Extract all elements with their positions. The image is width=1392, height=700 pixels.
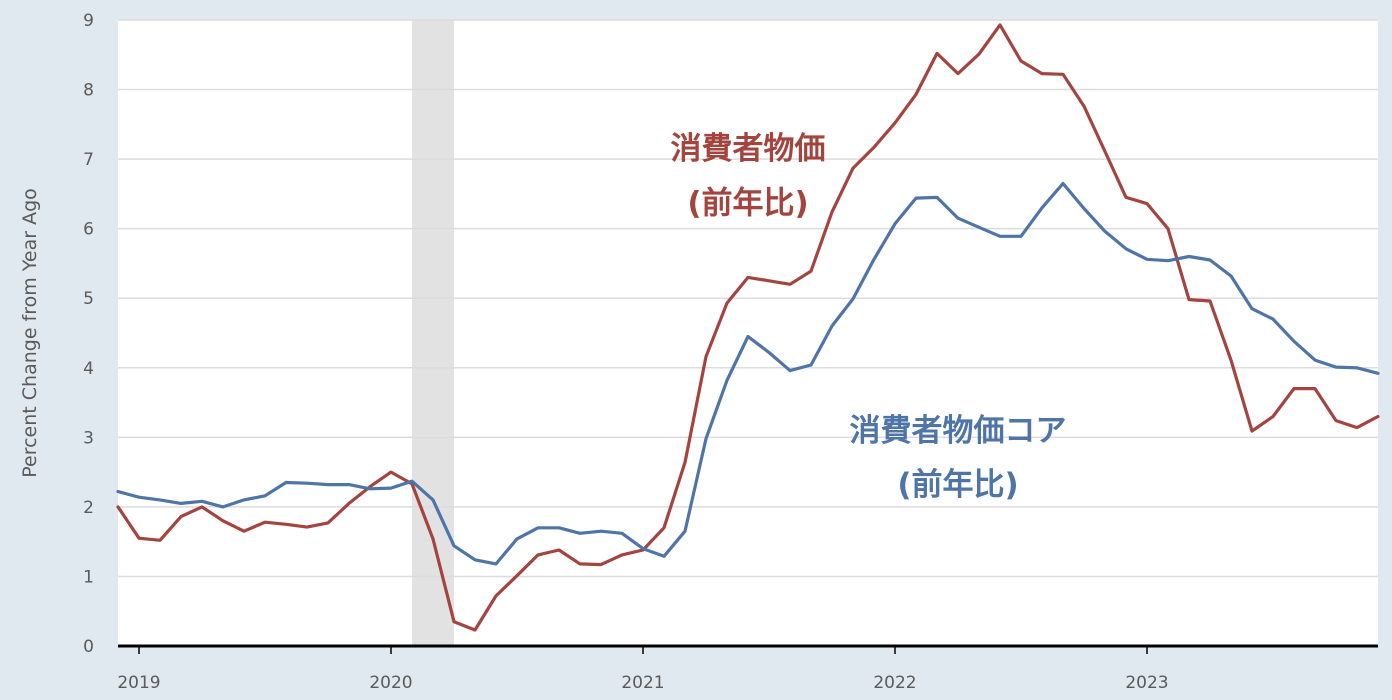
recession-shade-0 [412, 20, 454, 646]
x-tick-label-2019: 2019 [117, 673, 160, 693]
gridlines [118, 19, 1378, 578]
y-tick-label-0: 0 [83, 637, 94, 657]
y-tick-label-2: 2 [83, 498, 94, 518]
x-tick-label-2021: 2021 [621, 673, 664, 693]
y-tick-label-4: 4 [83, 359, 94, 379]
series-label-1-line-1: (前年比) [897, 467, 1018, 503]
y-tick-label-6: 6 [83, 220, 94, 240]
series-labels: 消費者物価 (前年比) 消費者物価コア (前年比) [671, 131, 1067, 503]
plot-background [118, 20, 1378, 646]
x-tick-label-2020: 2020 [369, 673, 412, 693]
series-layer [116, 23, 1380, 632]
y-tick-label-8: 8 [83, 81, 94, 101]
x-ticks: 2019 2020 2021 2022 2023 [117, 646, 1169, 693]
y-axis-title: Percent Change from Year Ago [19, 188, 41, 478]
series-line-1 [116, 181, 1380, 566]
y-tick-label-5: 5 [83, 289, 94, 309]
series-label-0-line-1: (前年比) [687, 185, 808, 221]
series-label-0-line-0: 消費者物価 [671, 131, 826, 167]
x-tick-label-2022: 2022 [873, 673, 916, 693]
recession-shading-layer [412, 20, 454, 646]
series-label-1: 消費者物価コア (前年比) [850, 413, 1067, 503]
y-tick-label-1: 1 [83, 567, 94, 587]
y-tick-label-7: 7 [83, 150, 94, 170]
y-tick-label-9: 9 [83, 11, 94, 31]
x-tick-label-2023: 2023 [1125, 673, 1168, 693]
series-label-0: 消費者物価 (前年比) [671, 131, 826, 221]
series-line-0 [116, 23, 1380, 632]
series-label-1-line-0: 消費者物価コア [850, 413, 1067, 449]
y-tick-label-3: 3 [83, 428, 94, 448]
y-ticks: 0 1 2 3 4 5 6 7 8 9 [83, 11, 94, 657]
